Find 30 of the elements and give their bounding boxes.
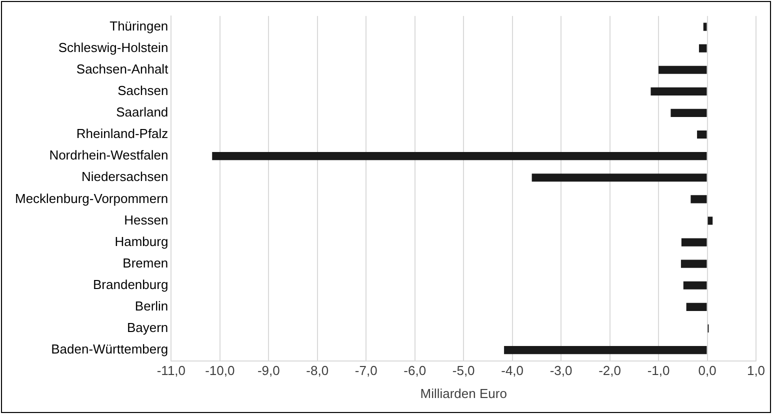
x-tick-label: -9,0 (257, 363, 280, 378)
x-tick-label: 1,0 (746, 363, 766, 378)
y-tick-label: Nordrhein-Westfalen (49, 148, 168, 163)
x-tick-label: -2,0 (598, 363, 621, 378)
y-tick-label: Rheinland-Pfalz (76, 126, 168, 142)
x-axis-title: Milliarden Euro (420, 386, 507, 401)
x-tick-label: -11,0 (156, 363, 186, 378)
y-tick-label: Sachsen (118, 83, 168, 98)
y-tick-label: Berlin (134, 298, 168, 314)
y-tick-label: Brandenburg (93, 276, 168, 292)
y-tick-label: Mecklenburg-Vorpommern (14, 190, 168, 206)
y-tick-label: Sachsen-Anhalt (76, 61, 169, 76)
y-tick-label: Schleswig-Holstein (58, 40, 168, 55)
y-tick-label: Baden-Württemberg (51, 342, 168, 357)
x-tick-label: -4,0 (501, 363, 524, 378)
x-tick-label: -8,0 (306, 363, 329, 378)
x-tick-label: -3,0 (550, 363, 572, 378)
y-tick-label: Saarland (116, 104, 168, 120)
x-tick-label: 0,0 (698, 363, 716, 378)
x-tick-label: -7,0 (354, 363, 378, 378)
y-tick-label: Bayern (126, 320, 168, 336)
x-tick-label: -6,0 (404, 363, 426, 378)
x-tick-label: -1,0 (647, 363, 670, 378)
y-tick-label: Hessen (124, 212, 168, 228)
y-tick-label: Hamburg (114, 234, 168, 249)
x-tick-label: -5,0 (452, 363, 475, 378)
x-tick-label: -10,0 (205, 363, 235, 378)
y-tick-label: Niedersachsen (81, 169, 168, 184)
y-tick-label: Thüringen (110, 18, 168, 34)
y-tick-label: Bremen (122, 255, 168, 270)
